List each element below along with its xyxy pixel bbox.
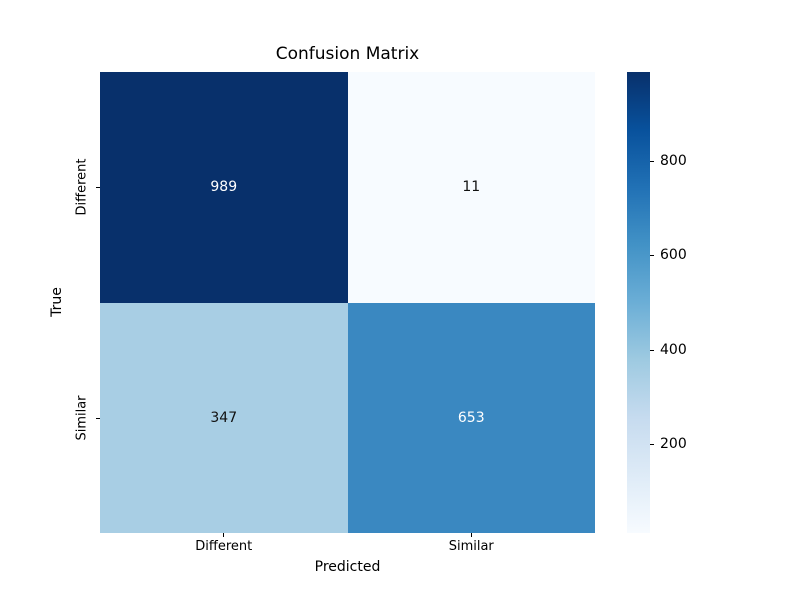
chart-title: Confusion Matrix <box>275 44 420 64</box>
colorbar-tick-mark <box>650 349 654 351</box>
cell-value: 989 <box>210 179 238 196</box>
y-axis-label: True <box>49 287 65 317</box>
x-axis-label: Predicted <box>314 559 381 575</box>
heatmap: 989 11 347 653 <box>100 72 595 533</box>
cell-value: 653 <box>457 409 485 426</box>
y-tick-label: Different <box>74 158 90 216</box>
colorbar-tick-label: 200 <box>660 435 687 452</box>
colorbar-tick-mark <box>650 255 654 257</box>
heatmap-cell: 11 <box>347 72 595 303</box>
y-tick-mark <box>96 418 100 419</box>
x-tick-mark <box>471 533 472 537</box>
colorbar-tick-label: 400 <box>660 341 687 358</box>
colorbar-tick-label: 800 <box>660 153 687 170</box>
x-tick-mark <box>223 533 224 537</box>
cell-value: 11 <box>462 179 481 196</box>
colorbar-ticks: 800 600 400 200 <box>650 72 710 533</box>
heatmap-cell: 653 <box>347 302 595 533</box>
colorbar <box>627 72 650 533</box>
x-tick-label: Similar <box>448 539 494 554</box>
x-tick-label: Different <box>195 539 253 554</box>
colorbar-tick-label: 600 <box>660 247 687 264</box>
y-tick-label: Similar <box>74 395 90 441</box>
colorbar-tick-mark <box>650 443 654 445</box>
heatmap-cell: 989 <box>100 72 348 303</box>
colorbar-tick-mark <box>650 161 654 163</box>
y-tick-mark <box>96 187 100 188</box>
cell-value: 347 <box>210 409 238 426</box>
heatmap-cell: 347 <box>100 302 348 533</box>
